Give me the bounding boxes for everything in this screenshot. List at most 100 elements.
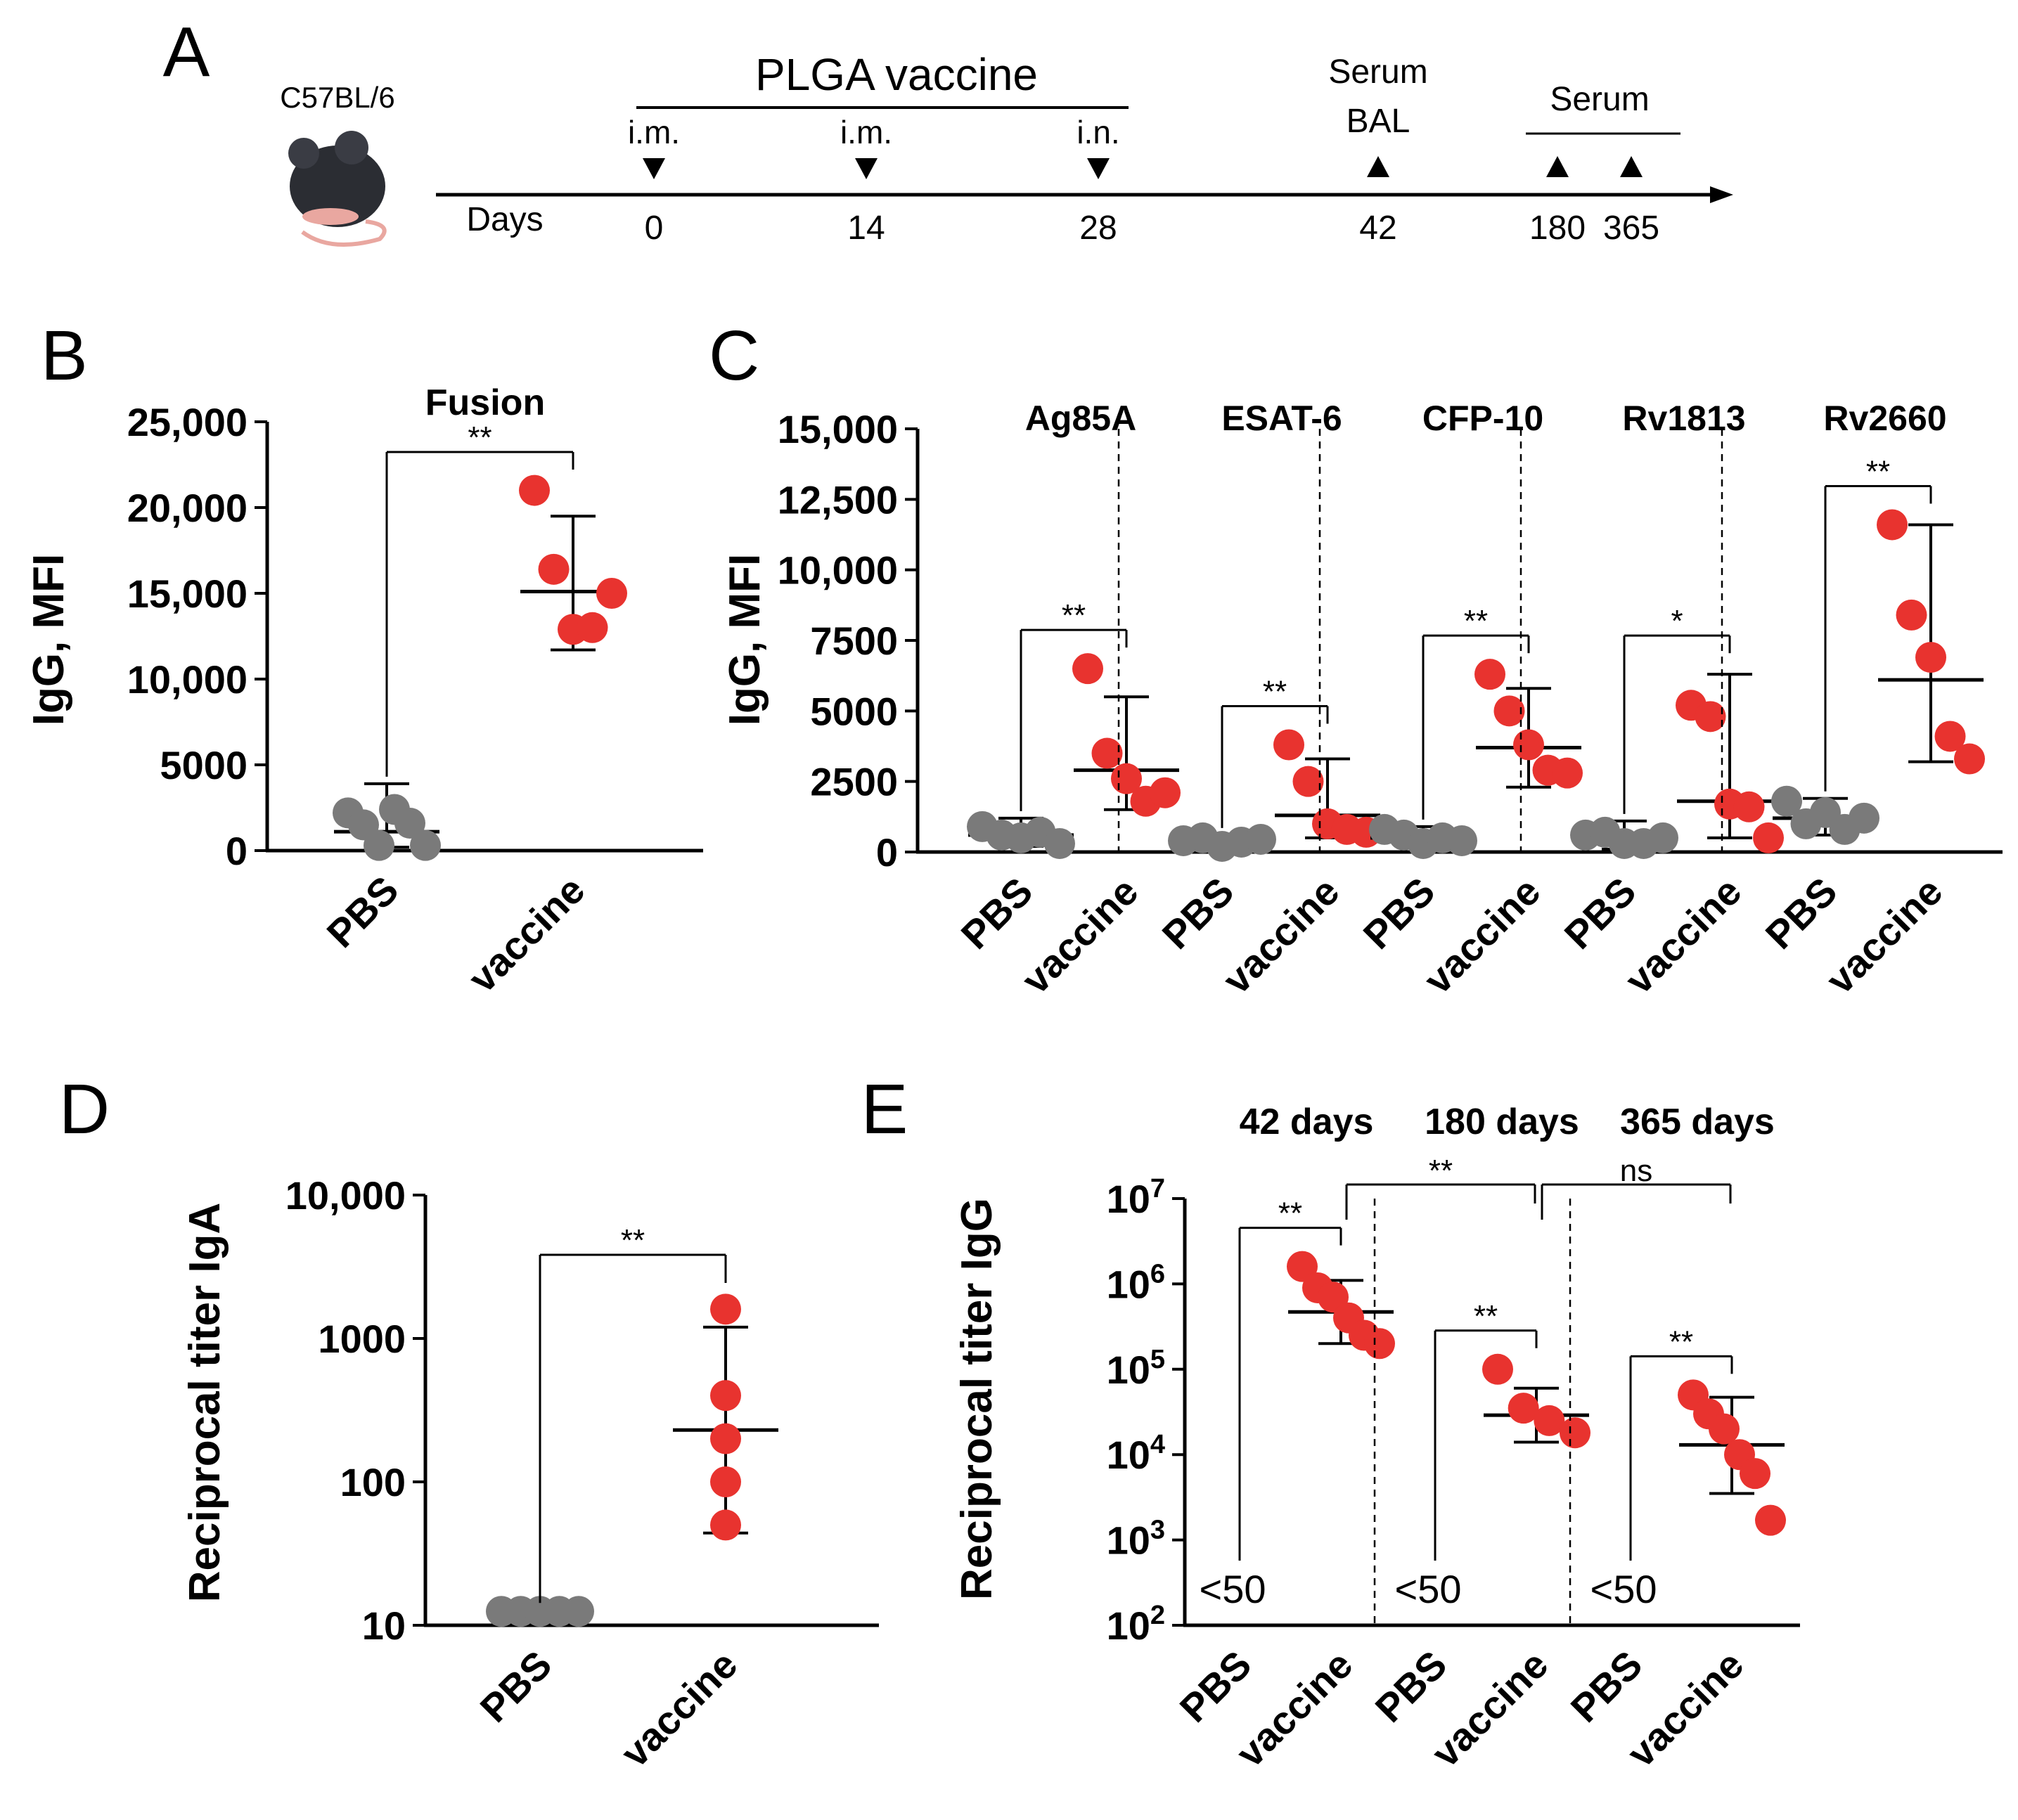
timeline-up-marker (1620, 156, 1643, 177)
180-days-vaccine-data-point (1534, 1405, 1565, 1436)
365-days-vaccine-data-point (1709, 1413, 1740, 1445)
panel-d-iga-titer-chart: D 10 100 1000 10,000 Reciprocal titer IgA ** PB… (59, 1070, 879, 1776)
between-1-bracket-label: ns (1620, 1154, 1652, 1188)
cfp-10-vaccine-data-point (1474, 659, 1505, 690)
ag85a-vaccine-data-point (1091, 737, 1123, 769)
180-days-vaccine-data-point (1482, 1353, 1513, 1385)
significance-bracket-label: ** (621, 1223, 645, 1258)
mouse-ear (335, 131, 368, 164)
route-label-0: i.m. (628, 114, 680, 150)
42-days-vaccine-data-point (1287, 1251, 1318, 1282)
subgroup-title-365-days: 365 days (1620, 1102, 1775, 1142)
ag85a-vaccine-data-point (1150, 777, 1181, 808)
rv1813-vaccine-data-point (1695, 701, 1726, 732)
y-tick-label: 15,000 (127, 572, 248, 616)
y-tick-label: 12,500 (778, 477, 898, 522)
route-label-2: i.n. (1077, 114, 1119, 150)
y-tick-label: 106 (1107, 1259, 1165, 1306)
cfp-10-vaccine-data-point (1513, 729, 1544, 761)
panel-e-igg-titer-chart: E 102 103 104 105 106 107 Reciprocal titer IgG 4… (861, 1070, 1800, 1776)
esat-6-vaccine-data-point (1273, 729, 1304, 761)
y-tick-label: 10,000 (778, 548, 898, 593)
rv2660-significance-bracket-label: ** (1866, 454, 1890, 489)
serum-group-label: Serum (1550, 81, 1649, 118)
pbs-data-point (563, 1596, 594, 1627)
rv2660-pbs-data-point (1771, 785, 1802, 817)
timeline-day-14: 14 (847, 209, 885, 247)
timeline-day-42: 42 (1359, 209, 1396, 247)
subgroup-title-cfp-10: CFP-10 (1422, 399, 1543, 438)
subgroup-title-ag85a: Ag85A (1025, 399, 1136, 438)
timeline-down-marker (1087, 158, 1110, 179)
vaccine-data-point (538, 553, 570, 585)
365-days-pbs-below-detection-label: <50 (1590, 1567, 1657, 1611)
y-tick-label: 10,000 (127, 657, 248, 702)
cfp-10-x-tick-label-vaccine: vaccine (1415, 869, 1549, 1002)
vaccine-data-point (710, 1466, 741, 1497)
365-days-vaccine-data-point (1755, 1504, 1786, 1536)
vaccine-data-point (710, 1509, 741, 1541)
y-tick-label: 5000 (810, 689, 898, 733)
y-tick-label: 100 (340, 1460, 406, 1504)
rv2660-vaccine-data-point (1915, 642, 1946, 673)
esat-6-x-tick-label-vaccine: vaccine (1214, 869, 1348, 1002)
y-tick-label: 15,000 (778, 407, 898, 451)
cfp-10-vaccine-data-point (1493, 695, 1525, 727)
vaccine-data-point (710, 1380, 741, 1412)
y-tick-label: 103 (1107, 1516, 1165, 1563)
timeline-day-0: 0 (645, 209, 664, 247)
timeline-down-marker (855, 158, 878, 179)
rv2660-vaccine-data-point (1877, 509, 1908, 541)
between-0-bracket-label: ** (1429, 1154, 1453, 1188)
days-label: Days (466, 201, 543, 238)
rv2660-x-tick-label-vaccine: vaccine (1818, 869, 1951, 1002)
vaccine-data-point (596, 578, 627, 609)
42-days-vaccine-data-point (1364, 1328, 1395, 1360)
180-days-vaccine-data-point (1508, 1393, 1539, 1424)
panel-label-c: C (709, 316, 759, 395)
esat-6-significance-bracket-label: ** (1263, 674, 1287, 709)
panel-label-d: D (59, 1070, 110, 1149)
pbs-data-point (364, 830, 394, 861)
rv2660-pbs-data-point (1849, 802, 1879, 834)
timeline-arrowhead (1710, 186, 1733, 203)
serum-label-day42: Serum (1328, 53, 1427, 91)
subgroup-title-rv1813: Rv1813 (1622, 399, 1745, 438)
ag85a-significance-bracket-label: ** (1062, 598, 1086, 633)
pbs-data-point (410, 830, 441, 861)
vaccine-data-point (577, 612, 608, 643)
x-tick-label-vaccine: vaccine (612, 1642, 746, 1776)
panel-label-a: A (163, 13, 210, 91)
ag85a-x-tick-label-pbs: PBS (953, 869, 1041, 957)
plga-vaccine-title: PLGA vaccine (755, 49, 1038, 100)
rv1813-x-tick-label-vaccine: vaccine (1617, 869, 1750, 1002)
rv2660-vaccine-data-point (1934, 721, 1966, 752)
panel-b-fusion-igg-chart: B 0 5000 10,000 15,000 20,000 25,000 IgG, MFI Fu… (25, 316, 703, 1001)
esat-6-vaccine-data-point (1292, 766, 1324, 797)
y-tick-label: 10,000 (285, 1173, 406, 1218)
42-days-significance-bracket-label: ** (1278, 1196, 1302, 1231)
x-tick-label-pbs: PBS (319, 867, 407, 956)
subgroup-title-180-days: 180 days (1425, 1102, 1579, 1142)
panel-label-e: E (861, 1070, 908, 1149)
y-tick-label: 2500 (810, 760, 898, 804)
y-tick-label: 25,000 (127, 400, 248, 444)
timeline-day-365: 365 (1603, 209, 1659, 247)
rv1813-significance-bracket-label: * (1671, 604, 1683, 638)
180-days-significance-bracket-label: ** (1474, 1299, 1498, 1334)
rv2660-x-tick-label-pbs: PBS (1757, 869, 1846, 957)
cfp-10-x-tick-label-pbs: PBS (1355, 869, 1444, 957)
panel-label-b: B (41, 316, 88, 395)
365-days-vaccine-data-point (1740, 1458, 1770, 1490)
180-days-vaccine-data-point (1560, 1417, 1590, 1449)
y-tick-label: 102 (1107, 1601, 1165, 1648)
subgroup-title-esat-6: ESAT-6 (1221, 399, 1342, 438)
cfp-10-significance-bracket-label: ** (1464, 604, 1488, 638)
y-tick-label: 20,000 (127, 486, 248, 530)
180-days-pbs-below-detection-label: <50 (1395, 1567, 1462, 1611)
365-days-x-tick-label-pbs: PBS (1562, 1642, 1651, 1731)
y-tick-label: 1000 (318, 1317, 406, 1361)
vaccine-data-point (710, 1293, 741, 1325)
vaccine-data-point (519, 475, 550, 506)
